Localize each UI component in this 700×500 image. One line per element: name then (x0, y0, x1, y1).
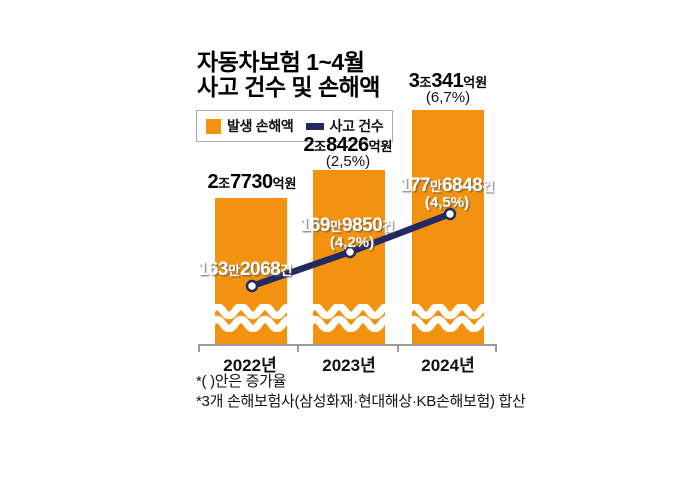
chart-title-line2: 사고 건수 및 손해액 (197, 74, 380, 100)
accident-count-swatch-icon (305, 122, 324, 130)
count-label-2024: 177만6848건 (399, 175, 495, 196)
axis-break-wave-icon (412, 304, 484, 332)
x-axis-tick (297, 345, 299, 352)
x-label-2024: 2024년 (421, 356, 475, 375)
count-label-2022: 163만2068건 (197, 259, 293, 280)
bar-2024 (412, 110, 484, 344)
legend-label-accident-count: 사고 건수 (329, 118, 384, 134)
chart-title: 자동차보험 1~4월 사고 건수 및 손해액 (197, 50, 380, 100)
count-growth-2024: (4,5%) (424, 194, 470, 211)
bar-2023 (313, 170, 385, 344)
amount-label-2022: 2조7730억원 (207, 171, 297, 193)
x-label-2022: 2022년 (223, 356, 277, 375)
loss-amount-swatch-icon (206, 118, 221, 134)
count-growth-2023: (4,2%) (329, 234, 375, 251)
x-label-2023: 2023년 (322, 356, 376, 375)
axis-break-wave-icon (215, 304, 287, 332)
amount-growth-2023: (2,5%) (325, 153, 371, 170)
axis-break-wave-icon (313, 304, 385, 332)
count-label-2023: 169만9850건 (299, 215, 395, 236)
x-axis (198, 344, 497, 346)
amount-label-2023: 2조8426억원 (303, 134, 393, 156)
chart-title-line1: 자동차보험 1~4월 (197, 49, 365, 75)
footnote-growth-note: *( )안은 증가율 (196, 373, 287, 390)
legend-label-loss-amount: 발생 손해액 (227, 118, 294, 134)
amount-label-2024: 3조341억원 (408, 70, 488, 92)
legend: 발생 손해액 사고 건수 (196, 110, 394, 142)
footnote-insurers-note: *3개 손해보험사(삼성화재·현대해상·KB손해보험) 합산 (196, 393, 526, 410)
x-axis-tick (397, 345, 399, 352)
amount-growth-2024: (6,7%) (425, 89, 471, 106)
x-axis-tick (198, 345, 200, 352)
x-axis-tick (495, 345, 497, 352)
